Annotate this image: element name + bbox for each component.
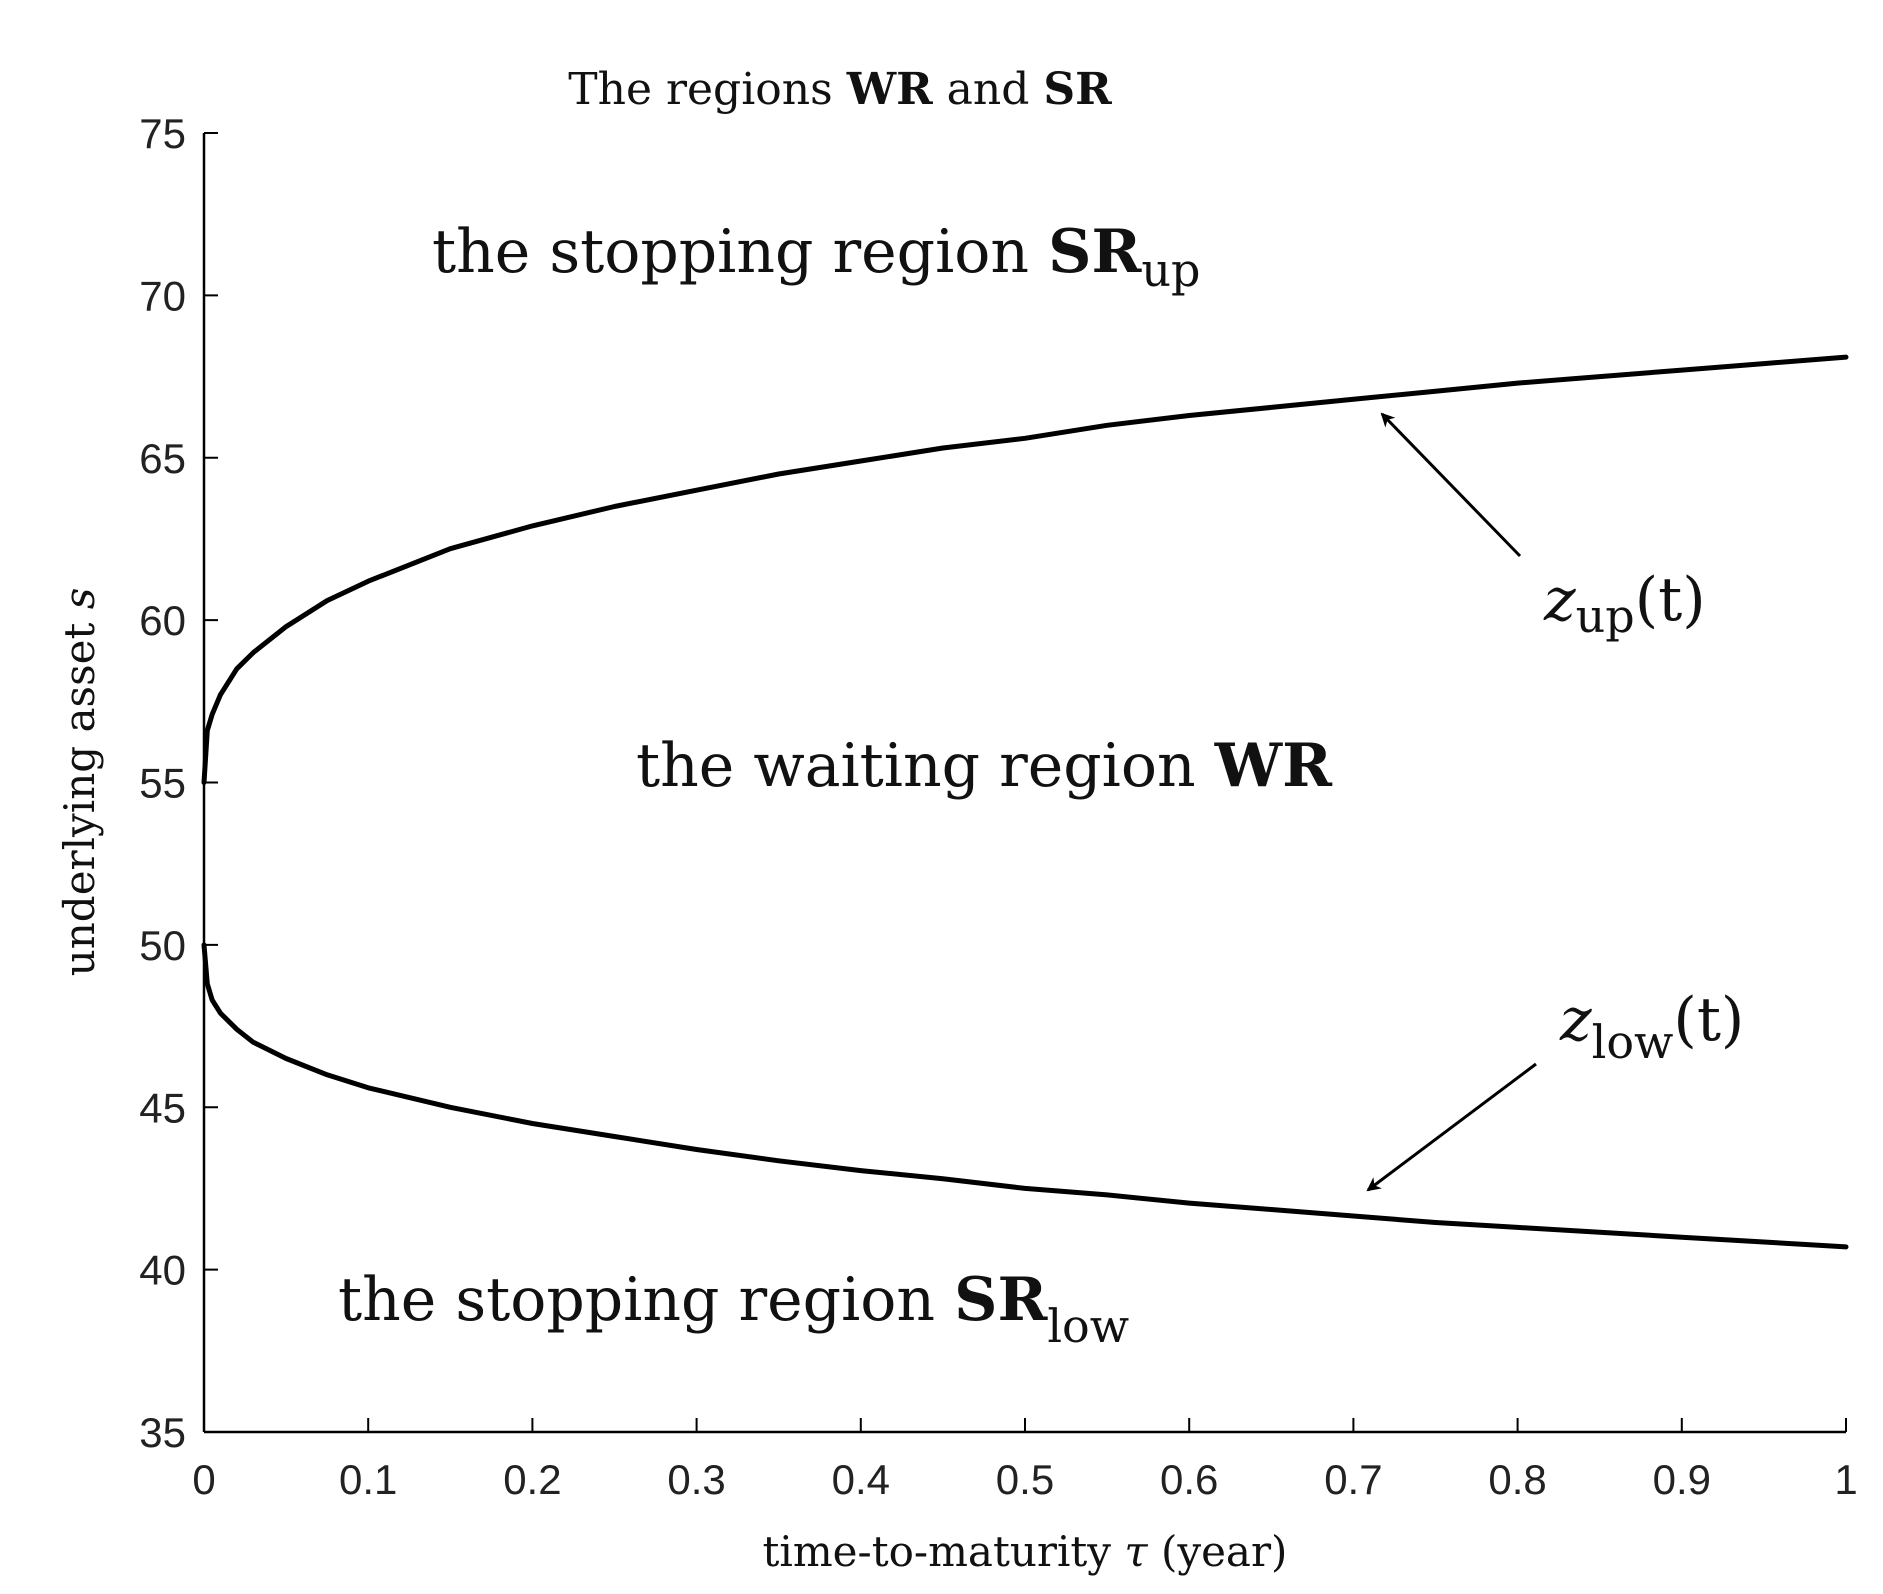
chart-title: The regions WR and SR: [568, 64, 1112, 115]
x-tick-label: 0.2: [503, 1456, 561, 1503]
x-tick-label: 0.8: [1488, 1456, 1546, 1503]
y-tick-label: 55: [139, 760, 186, 807]
arrow-low: [1366, 1062, 1537, 1192]
y-tick-label: 50: [139, 922, 186, 969]
region-label-wait: the waiting region WR: [636, 731, 1333, 801]
x-tick-label: 0.4: [832, 1456, 890, 1503]
x-tick-label: 0.6: [1160, 1456, 1218, 1503]
x-tick-label: 0.5: [996, 1456, 1054, 1503]
region-label-up: the stopping region SRup: [432, 217, 1200, 297]
series-line-upper: [201, 354, 1849, 785]
curve-label-up: zup(t): [1543, 565, 1706, 643]
curve-label-low: zlow(t): [1559, 985, 1744, 1069]
series-line-lower: [201, 942, 1849, 1250]
x-ticks: 0 0.1 0.2 0.3 0.4 0.5 0.6 0.7 0.8 0.9 1: [192, 1418, 1858, 1503]
x-tick-label: 0.1: [339, 1456, 397, 1503]
y-axis-title: underlying asset s: [55, 588, 104, 977]
x-tick-label: 0.3: [667, 1456, 725, 1503]
y-tick-label: 75: [139, 110, 186, 157]
x-tick-label: 0.9: [1653, 1456, 1711, 1503]
y-ticks: 35 40 45 50 55 60 65 70 75: [139, 110, 218, 1456]
y-tick-label: 60: [139, 597, 186, 644]
y-tick-label: 70: [139, 272, 186, 319]
x-tick-label: 0: [192, 1456, 215, 1503]
y-tick-label: 40: [139, 1247, 186, 1294]
region-label-low: the stopping region SRlow: [338, 1265, 1129, 1353]
arrow-up: [1380, 412, 1522, 558]
y-tick-label: 65: [139, 435, 186, 482]
x-tick-label: 0.7: [1324, 1456, 1382, 1503]
y-tick-label: 45: [139, 1084, 186, 1131]
x-tick-label: 1: [1834, 1456, 1857, 1503]
curves: [201, 354, 1849, 1250]
y-tick-label: 35: [139, 1409, 186, 1456]
x-axis-title: time-to-maturity τ (year): [763, 1527, 1288, 1576]
